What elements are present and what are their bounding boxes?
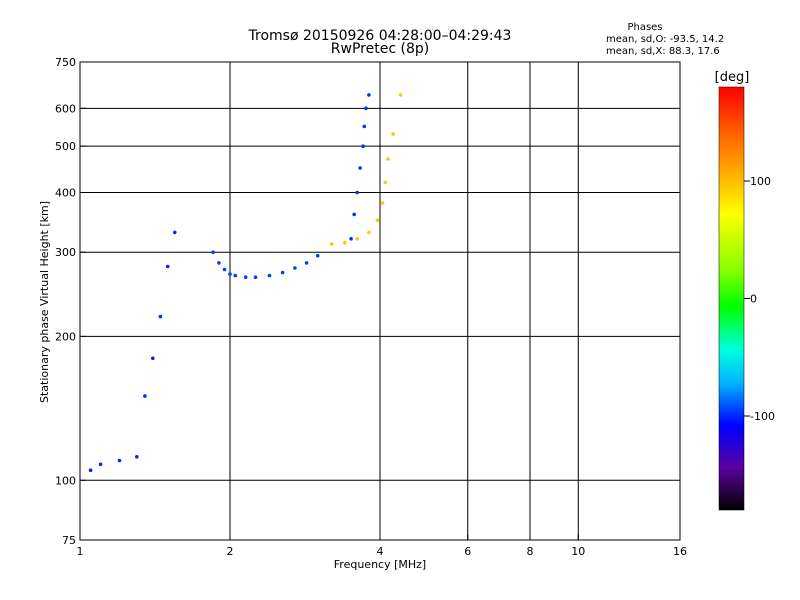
data-point-0-9 bbox=[222, 267, 227, 272]
data-point-3-7 bbox=[386, 157, 390, 161]
data-point-0-3 bbox=[280, 270, 285, 275]
grid bbox=[80, 62, 680, 540]
chart-title: Tromsø 20150926 04:28:00–04:29:43 bbox=[248, 28, 512, 44]
data-point-2-3 bbox=[135, 455, 139, 459]
y-tick-label: 400 bbox=[55, 186, 76, 199]
data-point-1-2 bbox=[355, 190, 360, 195]
data-point-0-1 bbox=[304, 261, 309, 265]
data-point-3-6 bbox=[383, 180, 388, 185]
x-tick-label: 10 bbox=[571, 545, 585, 558]
y-tick-label: 100 bbox=[55, 474, 76, 487]
data-point-2-7 bbox=[165, 264, 170, 269]
data-point-2-5 bbox=[151, 356, 155, 361]
y-tick-label: 750 bbox=[55, 56, 76, 69]
chart-subtitle: RwPretec (8p) bbox=[331, 41, 429, 57]
data-point-2-2 bbox=[117, 458, 122, 463]
data-point-3-3 bbox=[367, 230, 371, 235]
data-point-2-6 bbox=[158, 314, 163, 319]
data-point-1-0 bbox=[349, 237, 353, 241]
colorbar-tick-label: -100 bbox=[750, 410, 775, 423]
y-tick-label: 200 bbox=[55, 330, 76, 343]
data-point-1-1 bbox=[352, 212, 357, 217]
data-point-1-6 bbox=[364, 106, 368, 111]
stats-header: Phases bbox=[627, 22, 662, 33]
stats-x-line: mean, sd,X: 88.3, 17.6 bbox=[606, 46, 720, 57]
colorbar bbox=[718, 86, 745, 511]
y-axis-label: Stationary phase Virtual Height [km] bbox=[38, 201, 51, 403]
data-point-2-0 bbox=[88, 468, 93, 473]
colorbar-tick-label: 100 bbox=[750, 175, 771, 188]
x-axis-label: Frequency [MHz] bbox=[334, 558, 426, 571]
y-tick-label: 500 bbox=[55, 140, 76, 153]
x-tick-label: 6 bbox=[464, 545, 471, 558]
y-tick-label: 300 bbox=[55, 246, 76, 259]
data-point-3-9 bbox=[398, 93, 403, 97]
data-point-3-8 bbox=[391, 132, 395, 136]
stats-o-line: mean, sd,O: -93.5, 14.2 bbox=[606, 34, 724, 45]
y-tick-label: 75 bbox=[62, 534, 76, 547]
data-points bbox=[88, 93, 403, 473]
data-point-3-5 bbox=[380, 201, 385, 205]
y-tick-label: 600 bbox=[55, 102, 76, 115]
x-axis: 1 2 4 6 8 10 16 bbox=[77, 534, 687, 558]
y-axis: 75 100 200 300 400 500 600 750 bbox=[55, 56, 86, 547]
x-tick-label: 8 bbox=[527, 545, 534, 558]
data-point-2-1 bbox=[98, 462, 103, 467]
data-point-0-4 bbox=[267, 273, 272, 278]
data-point-0-2 bbox=[293, 266, 297, 270]
data-point-0-8 bbox=[228, 272, 232, 276]
data-point-1-3 bbox=[358, 166, 363, 170]
x-tick-label: 1 bbox=[77, 545, 84, 558]
data-point-3-0 bbox=[329, 242, 334, 246]
data-point-0-10 bbox=[217, 261, 221, 265]
data-point-0-11 bbox=[211, 250, 215, 254]
data-point-2-8 bbox=[173, 230, 177, 235]
colorbar-tick-label: 0 bbox=[750, 293, 757, 306]
data-point-0-0 bbox=[315, 253, 320, 258]
data-point-1-4 bbox=[361, 144, 365, 148]
colorbar-ticks: 100 0 -100 bbox=[744, 175, 775, 423]
data-point-1-5 bbox=[362, 124, 367, 129]
data-point-0-5 bbox=[253, 275, 258, 280]
x-tick-label: 16 bbox=[673, 545, 687, 558]
x-tick-label: 2 bbox=[227, 545, 234, 558]
data-point-0-6 bbox=[243, 275, 248, 280]
colorbar-label: [deg] bbox=[715, 70, 750, 85]
data-point-1-7 bbox=[367, 93, 371, 97]
x-tick-label: 4 bbox=[377, 545, 384, 558]
data-point-3-2 bbox=[355, 237, 360, 241]
data-point-2-4 bbox=[143, 394, 147, 398]
data-point-0-7 bbox=[233, 273, 238, 278]
data-point-3-4 bbox=[375, 218, 380, 222]
data-point-3-1 bbox=[343, 240, 347, 245]
